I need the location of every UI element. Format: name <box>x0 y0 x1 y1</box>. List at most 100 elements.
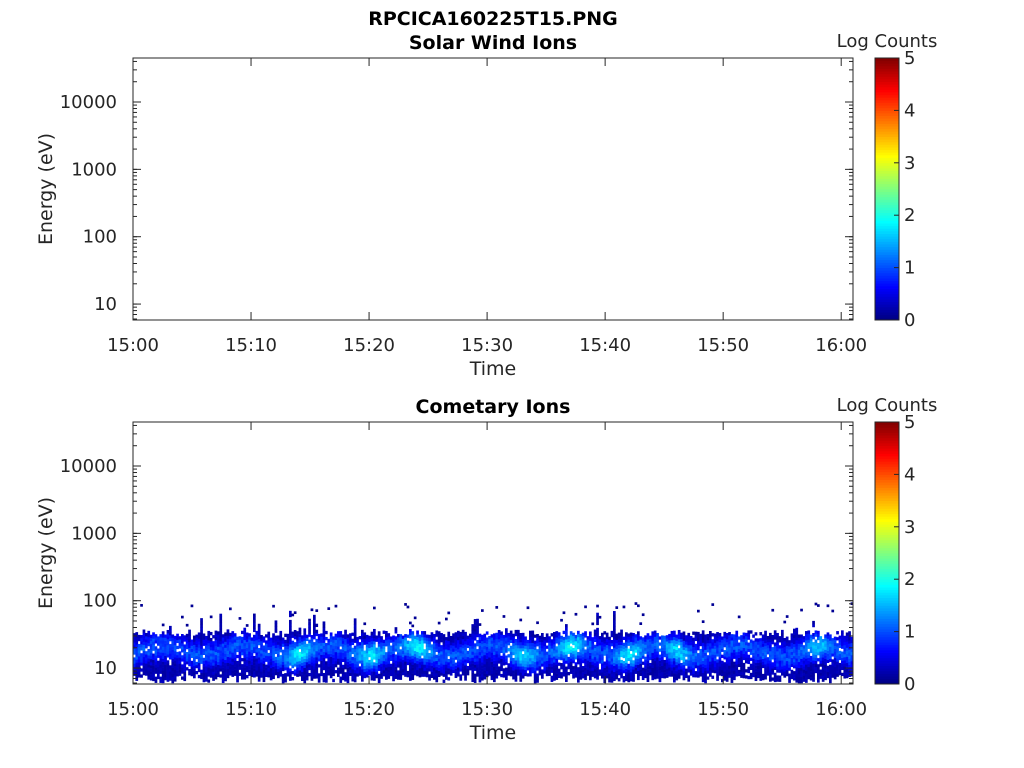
spectrogram-cell <box>776 645 779 649</box>
spectrogram-cell <box>413 665 417 670</box>
spectrogram-cell <box>572 675 575 679</box>
spectrogram-cell <box>531 636 535 640</box>
colorbar-strip <box>875 560 899 564</box>
spectrogram-cell <box>644 638 647 642</box>
spectrogram-cell <box>293 642 297 646</box>
spectrogram-cell <box>308 672 311 677</box>
spectrogram-cell <box>769 669 772 673</box>
spectrogram-cell <box>797 676 801 681</box>
spectrogram-cell <box>509 651 513 656</box>
spectrogram-cell <box>637 643 640 647</box>
spectrogram-cell <box>183 659 187 663</box>
colorbar-strip <box>875 220 899 224</box>
colorbar-strip <box>875 312 899 316</box>
x-tick-label: 15:00 <box>107 699 159 720</box>
spectrogram-cell <box>428 640 431 645</box>
spectrogram-cell <box>793 655 796 660</box>
spectrogram-cell <box>212 635 215 639</box>
spectrogram-cell <box>320 633 323 637</box>
spectrogram-cell <box>339 661 343 665</box>
spectrogram-cell <box>473 646 477 650</box>
spectrogram-cell <box>488 672 491 676</box>
spectrogram-cell <box>665 662 669 666</box>
spectrogram-cell <box>231 661 235 665</box>
colorbar-strip <box>875 58 899 62</box>
spectrogram-cell <box>368 666 371 670</box>
colorbar-strip <box>875 621 899 625</box>
spectrogram-cell <box>596 661 599 665</box>
spectrogram-cell <box>161 679 165 684</box>
spectrogram-cell <box>461 672 465 676</box>
spectrogram-cell <box>625 632 628 636</box>
spectrogram-cell <box>322 660 326 665</box>
spectrogram-cell <box>591 637 595 641</box>
spectrogram-cell <box>442 664 446 668</box>
colorbar-strip <box>875 97 899 101</box>
spectrogram-cell <box>351 659 355 664</box>
spectrogram-cell <box>272 672 275 677</box>
spectrogram-cell <box>269 646 273 651</box>
spectrogram-cell <box>219 631 223 636</box>
spectrogram-cell <box>632 642 635 646</box>
spectrogram-cell <box>344 672 347 676</box>
spectrogram-cell <box>145 651 148 655</box>
spectrogram-cell <box>701 657 705 661</box>
spectrogram-cell <box>742 638 746 642</box>
spectrogram-cell <box>322 636 326 640</box>
spectrogram-cell <box>627 675 631 680</box>
spectrogram-cell <box>829 658 832 662</box>
spectrogram-cell <box>601 660 604 664</box>
spectrogram-cell <box>466 665 470 670</box>
spectrogram-cell <box>613 644 616 648</box>
spectrogram-cell <box>685 659 688 663</box>
spectrogram-cell <box>142 665 146 670</box>
spectrogram-cell <box>452 666 455 670</box>
spectrogram-cell <box>255 661 259 665</box>
spectrogram-cell <box>449 663 453 667</box>
spectrogram-cell <box>608 664 611 668</box>
colorbar-label: Log Counts <box>837 31 938 52</box>
spectrogram-cell <box>411 646 415 650</box>
spectrogram-cell <box>740 662 743 666</box>
spectrogram-cell <box>183 650 187 654</box>
spectrogram-cell <box>423 649 427 653</box>
spectrogram-cell <box>435 666 439 671</box>
spectrogram-cell <box>581 666 585 670</box>
spectrogram-cell <box>661 653 664 657</box>
spectrogram-cell <box>437 646 441 650</box>
spectrogram-cell <box>783 637 787 642</box>
spectrogram-cell <box>291 634 295 638</box>
spectrogram-cell <box>173 650 177 655</box>
colorbar-strip <box>875 652 899 656</box>
spectrogram-cell <box>358 636 362 640</box>
spectrogram-cell <box>387 654 391 658</box>
spectrogram-cell <box>557 674 561 678</box>
spectrogram-cell <box>581 641 585 646</box>
spectrogram-cell <box>641 661 645 665</box>
spectrogram-cell <box>485 643 489 647</box>
spectrogram-cell <box>224 638 227 642</box>
spectrogram-cell <box>711 603 715 606</box>
spectrogram-cell <box>423 673 427 677</box>
spectrogram-cell <box>305 646 309 651</box>
spectrogram-cell <box>461 650 465 655</box>
spectrogram-cell <box>733 637 736 641</box>
spectrogram-cell <box>524 666 527 671</box>
spectrogram-cell <box>591 658 595 662</box>
spectrogram-cell <box>236 663 239 668</box>
spectrogram-cell <box>625 635 628 639</box>
spectrogram-cell <box>521 663 525 667</box>
spectrogram-cell <box>356 642 359 647</box>
spectrogram-cell <box>147 658 151 662</box>
spectrogram-cell <box>284 654 287 659</box>
spectrogram-cell <box>685 671 688 675</box>
colorbar-strip <box>875 110 899 114</box>
spectrogram-cell <box>596 658 599 662</box>
spectrogram-cell <box>485 658 489 662</box>
spectrogram-cell <box>365 643 369 648</box>
spectrogram-cell <box>325 676 328 680</box>
spectrogram-cell <box>809 668 813 672</box>
spectrogram-cell <box>550 663 554 667</box>
spectrogram-cell <box>341 667 345 672</box>
spectrogram-cell <box>737 651 741 655</box>
